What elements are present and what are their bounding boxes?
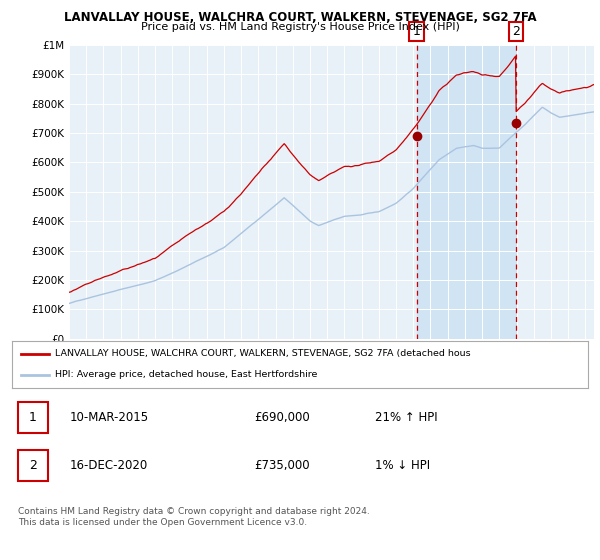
Text: Contains HM Land Registry data © Crown copyright and database right 2024.: Contains HM Land Registry data © Crown c…	[18, 507, 370, 516]
Text: Price paid vs. HM Land Registry's House Price Index (HPI): Price paid vs. HM Land Registry's House …	[140, 22, 460, 32]
Text: 1: 1	[29, 411, 37, 424]
Text: 16-DEC-2020: 16-DEC-2020	[70, 459, 148, 472]
Text: LANVALLAY HOUSE, WALCHRA COURT, WALKERN, STEVENAGE, SG2 7FA: LANVALLAY HOUSE, WALCHRA COURT, WALKERN,…	[64, 11, 536, 24]
Bar	[416, 45, 516, 339]
Text: HPI: Average price, detached house, East Hertfordshire: HPI: Average price, detached house, East…	[55, 371, 317, 380]
Text: £735,000: £735,000	[254, 459, 310, 472]
Text: LANVALLAY HOUSE, WALCHRA COURT, WALKERN, STEVENAGE, SG2 7FA (detached hous: LANVALLAY HOUSE, WALCHRA COURT, WALKERN,…	[55, 349, 471, 358]
Text: £690,000: £690,000	[254, 411, 310, 424]
Text: 2: 2	[29, 459, 37, 472]
Text: 1: 1	[413, 25, 421, 38]
Text: 10-MAR-2015: 10-MAR-2015	[70, 411, 149, 424]
FancyBboxPatch shape	[18, 450, 48, 480]
Text: 21% ↑ HPI: 21% ↑ HPI	[375, 411, 437, 424]
Text: 1% ↓ HPI: 1% ↓ HPI	[375, 459, 430, 472]
Text: This data is licensed under the Open Government Licence v3.0.: This data is licensed under the Open Gov…	[18, 519, 307, 528]
FancyBboxPatch shape	[18, 403, 48, 433]
Text: 2: 2	[512, 25, 520, 38]
